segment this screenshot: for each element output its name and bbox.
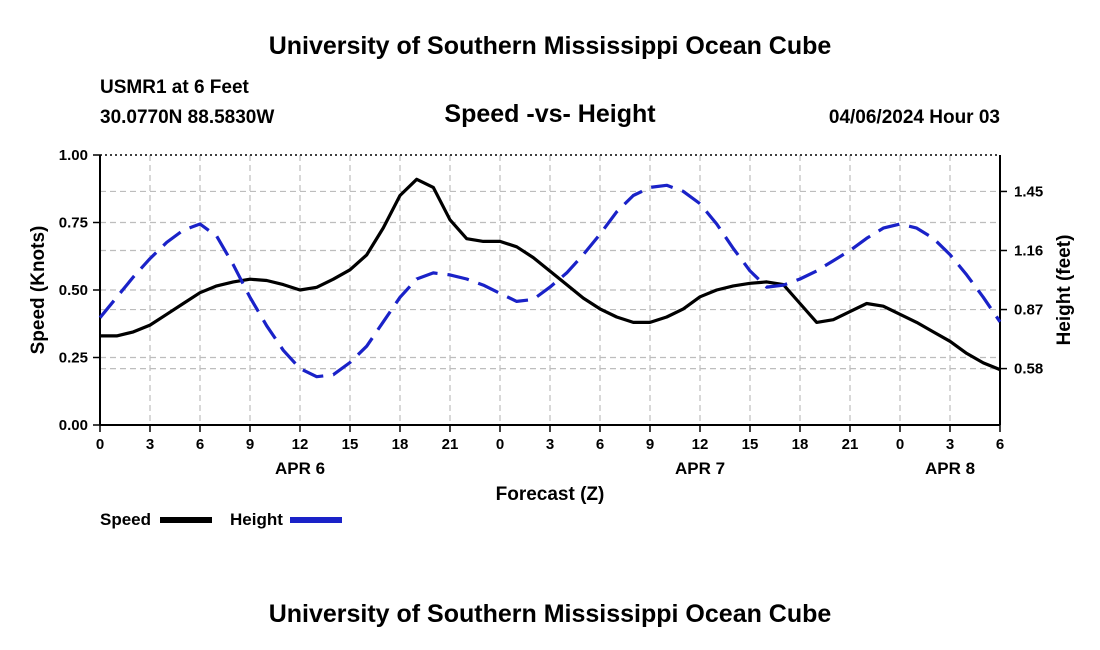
x-tick-label: 12 — [692, 436, 709, 453]
legend-speed-label: Speed — [100, 510, 152, 529]
top-title: University of Southern Mississippi Ocean… — [268, 32, 832, 60]
x-tick-label: 0 — [496, 436, 504, 453]
y2-tick-label: 1.45 — [1014, 183, 1043, 200]
x-tick-label: 21 — [842, 436, 859, 453]
y-tick-label: 1.00 — [59, 147, 88, 164]
x-date-label: APR 7 — [675, 459, 725, 478]
x-tick-label: 18 — [392, 436, 409, 453]
y2-tick-label: 1.16 — [1014, 242, 1043, 259]
y-tick-label: 0.00 — [59, 417, 88, 434]
bottom-title: University of Southern Mississippi Ocean… — [268, 600, 832, 628]
y2-tick-label: 0.58 — [1014, 361, 1043, 378]
y-tick-label: 0.50 — [59, 282, 88, 299]
chart-title: Speed -vs- Height — [444, 100, 656, 128]
legend-height-label: Height — [230, 510, 283, 529]
x-tick-label: 3 — [946, 436, 954, 453]
x-tick-label: 0 — [896, 436, 904, 453]
x-tick-label: 15 — [342, 436, 359, 453]
x-date-label: APR 6 — [275, 459, 325, 478]
datetime-label: 04/06/2024 Hour 03 — [828, 107, 1000, 128]
x-tick-label: 12 — [292, 436, 309, 453]
y-tick-label: 0.25 — [59, 350, 88, 367]
x-tick-label: 6 — [596, 436, 604, 453]
x-tick-label: 0 — [96, 436, 104, 453]
series-line-height — [98, 183, 1002, 379]
y-tick-label: 0.75 — [59, 215, 88, 232]
x-tick-label: 18 — [792, 436, 809, 453]
x-tick-label: 6 — [996, 436, 1004, 453]
legend-height-swatch — [290, 517, 342, 523]
y2-axis-title: Height (feet) — [1054, 235, 1075, 346]
x-tick-label: 6 — [196, 436, 204, 453]
x-tick-label: 9 — [246, 436, 254, 453]
x-axis-title: Forecast (Z) — [496, 484, 605, 505]
location-label: 30.0770N 88.5830W — [100, 107, 275, 128]
legend-speed-swatch — [160, 517, 212, 523]
x-tick-label: 21 — [442, 436, 459, 453]
x-tick-label: 3 — [146, 436, 154, 453]
x-date-label: APR 8 — [925, 459, 975, 478]
x-tick-label: 15 — [742, 436, 759, 453]
station-label: USMR1 at 6 Feet — [100, 77, 249, 98]
series-line-speed — [100, 177, 1001, 372]
x-tick-label: 3 — [546, 436, 554, 453]
x-tick-label: 9 — [646, 436, 654, 453]
y-axis-title: Speed (Knots) — [28, 226, 49, 355]
y2-tick-label: 0.87 — [1014, 302, 1043, 319]
